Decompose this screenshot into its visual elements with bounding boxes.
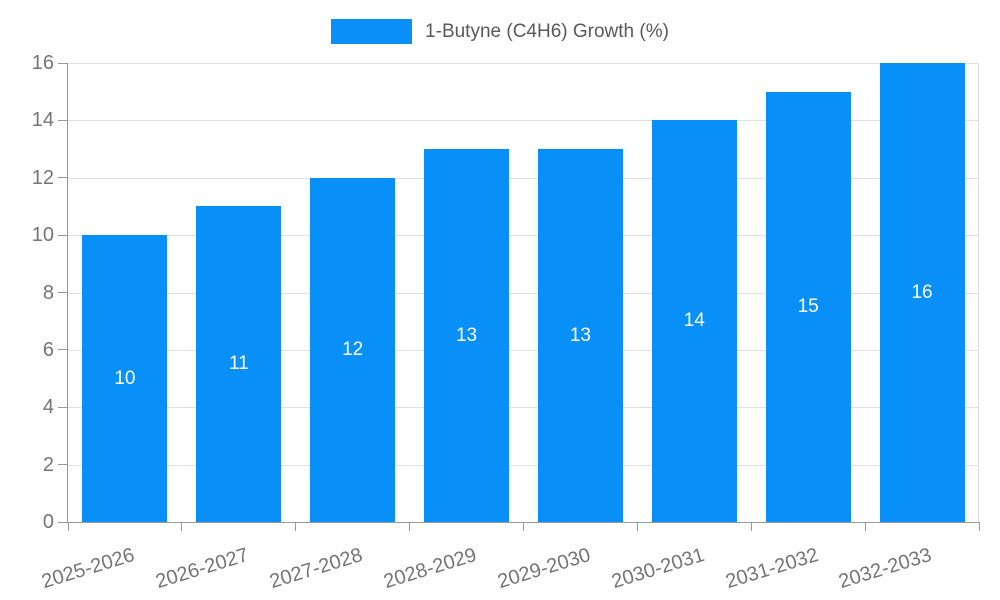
x-tick — [409, 522, 411, 531]
legend-label: 1-Butyne (C4H6) Growth (%) — [425, 21, 669, 42]
x-category-label: 2029-2030 — [494, 544, 593, 594]
x-category-label: 2027-2028 — [267, 544, 366, 594]
y-tick — [58, 234, 67, 236]
x-tick — [181, 522, 183, 531]
bar[interactable]: 13 — [537, 149, 623, 522]
x-category-label: 2025-2026 — [39, 544, 138, 594]
gridline — [68, 235, 979, 237]
gridline — [68, 464, 979, 466]
bar-value-label: 16 — [911, 281, 933, 303]
y-tick-label: 14 — [31, 109, 54, 132]
y-tick-label: 10 — [31, 224, 54, 247]
y-tick-label: 12 — [31, 166, 54, 189]
y-tick — [58, 464, 67, 466]
y-tick — [58, 62, 67, 64]
x-category-label: 2031-2032 — [722, 544, 821, 594]
plot-border-right — [978, 63, 979, 522]
x-tick — [67, 522, 69, 531]
y-tick — [58, 292, 67, 293]
x-tick — [523, 522, 524, 531]
plot-area: 0 2 4 6 8 10 12 14 16 10 2025-2026 11 2026-2027 12 202… — [32, 52, 980, 593]
bar[interactable]: 12 — [310, 177, 396, 522]
gridline — [68, 63, 979, 64]
x-tick — [864, 522, 866, 531]
bar[interactable]: 15 — [765, 91, 851, 522]
y-tick-label: 6 — [42, 338, 54, 361]
x-tick — [978, 522, 980, 531]
x-category-label: 2028-2029 — [381, 544, 479, 594]
bar[interactable]: 14 — [651, 120, 737, 522]
legend[interactable]: 1-Butyne (C4H6) Growth (%) — [0, 19, 1000, 44]
gridline — [68, 177, 979, 179]
bar[interactable]: 11 — [196, 206, 282, 522]
y-tick — [58, 177, 67, 179]
y-tick-label: 2 — [42, 453, 54, 476]
y-tick — [58, 406, 67, 408]
bar-value-label: 14 — [683, 310, 705, 332]
legend-swatch — [331, 19, 413, 44]
gridline — [68, 407, 979, 409]
y-axis-line — [67, 63, 68, 522]
x-tick — [750, 522, 752, 531]
x-category-label: 2026-2027 — [153, 544, 252, 594]
y-tick — [58, 521, 67, 523]
bar[interactable]: 13 — [424, 149, 510, 522]
y-tick-label: 16 — [31, 52, 54, 74]
y-tick-label: 4 — [42, 396, 54, 419]
bar-value-label: 13 — [569, 324, 591, 346]
x-category-label: 2030-2031 — [608, 544, 707, 594]
gridline — [68, 120, 979, 122]
x-tick — [636, 522, 638, 531]
y-tick-label: 0 — [42, 511, 54, 533]
gridline — [68, 292, 979, 294]
bar-value-label: 10 — [114, 367, 136, 389]
x-category-label: 2032-2033 — [836, 544, 935, 594]
bar-value-label: 12 — [342, 338, 364, 360]
bar-value-label: 13 — [455, 324, 478, 346]
bar[interactable]: 10 — [82, 235, 168, 522]
bar[interactable]: 16 — [879, 63, 965, 522]
y-tick — [58, 119, 67, 121]
bar-value-label: 11 — [228, 353, 249, 375]
y-tick-label: 8 — [42, 281, 54, 304]
bar-value-label: 15 — [797, 295, 819, 317]
y-tick — [58, 349, 67, 351]
x-tick — [295, 522, 297, 531]
gridline — [68, 349, 979, 351]
